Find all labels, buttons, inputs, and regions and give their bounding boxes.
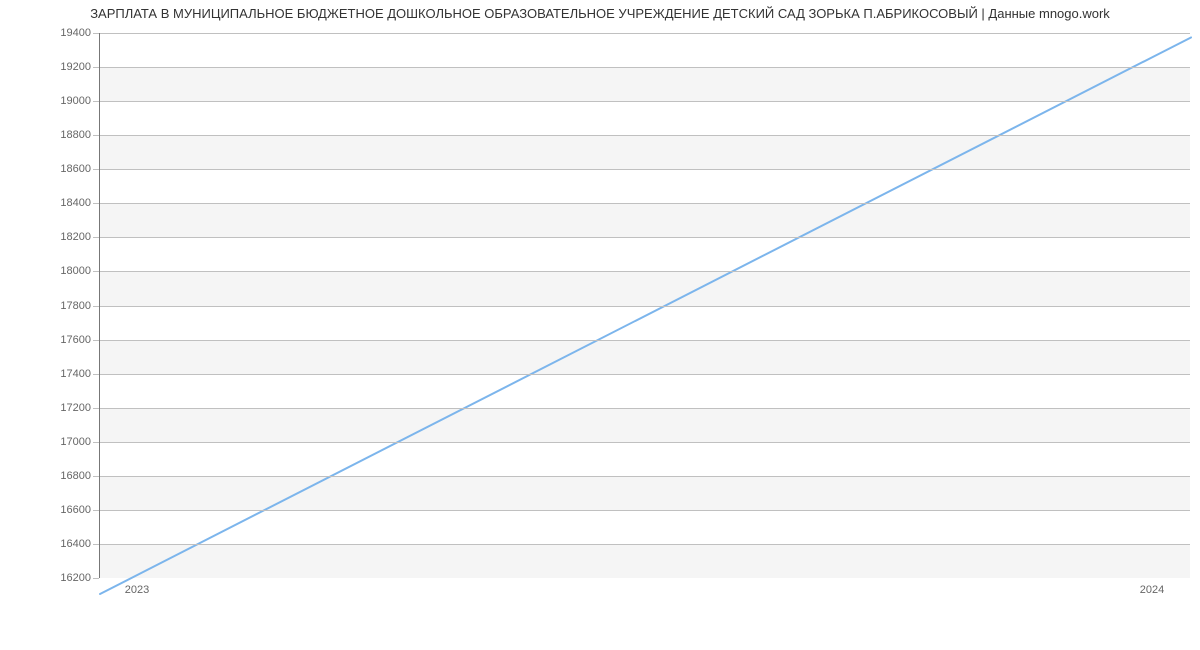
y-gridline — [100, 544, 1190, 545]
salary-line-chart: ЗАРПЛАТА В МУНИЦИПАЛЬНОЕ БЮДЖЕТНОЕ ДОШКО… — [0, 0, 1200, 650]
y-tick — [93, 101, 99, 102]
y-tick — [93, 510, 99, 511]
plot-area — [99, 33, 1190, 578]
y-gridline — [100, 271, 1190, 272]
y-gridline — [100, 203, 1190, 204]
y-tick — [93, 578, 99, 579]
y-gridline — [100, 101, 1190, 102]
y-tick — [93, 340, 99, 341]
y-tick — [93, 169, 99, 170]
y-axis-label: 19400 — [43, 27, 91, 39]
y-axis-label: 18000 — [43, 265, 91, 277]
y-tick — [93, 408, 99, 409]
y-gridline — [100, 510, 1190, 511]
y-axis-label: 17600 — [43, 334, 91, 346]
y-axis-label: 19000 — [43, 95, 91, 107]
y-gridline — [100, 340, 1190, 341]
y-gridline — [100, 169, 1190, 170]
y-gridline — [100, 237, 1190, 238]
y-tick — [93, 271, 99, 272]
y-axis-label: 16800 — [43, 470, 91, 482]
y-tick — [93, 67, 99, 68]
y-gridline — [100, 476, 1190, 477]
y-tick — [93, 237, 99, 238]
y-gridline — [100, 408, 1190, 409]
y-axis-label: 17800 — [43, 300, 91, 312]
y-axis-label: 16600 — [43, 504, 91, 516]
y-tick — [93, 203, 99, 204]
y-axis-label: 17400 — [43, 368, 91, 380]
y-gridline — [100, 33, 1190, 34]
y-axis-label: 16200 — [43, 572, 91, 584]
y-tick — [93, 374, 99, 375]
y-tick — [93, 33, 99, 34]
y-axis-label: 16400 — [43, 538, 91, 550]
y-axis-label: 17000 — [43, 436, 91, 448]
y-gridline — [100, 374, 1190, 375]
y-tick — [93, 135, 99, 136]
y-tick — [93, 476, 99, 477]
y-tick — [93, 306, 99, 307]
y-axis-label: 19200 — [43, 61, 91, 73]
y-axis-label: 17200 — [43, 402, 91, 414]
x-axis-label: 2024 — [1140, 584, 1164, 596]
y-gridline — [100, 442, 1190, 443]
x-axis-label: 2023 — [125, 584, 149, 596]
y-gridline — [100, 306, 1190, 307]
y-axis-label: 18400 — [43, 197, 91, 209]
y-tick — [93, 442, 99, 443]
y-axis-label: 18800 — [43, 129, 91, 141]
chart-title: ЗАРПЛАТА В МУНИЦИПАЛЬНОЕ БЮДЖЕТНОЕ ДОШКО… — [0, 6, 1200, 21]
y-gridline — [100, 67, 1190, 68]
y-gridline — [100, 135, 1190, 136]
y-axis-label: 18200 — [43, 231, 91, 243]
y-tick — [93, 544, 99, 545]
y-axis-label: 18600 — [43, 163, 91, 175]
